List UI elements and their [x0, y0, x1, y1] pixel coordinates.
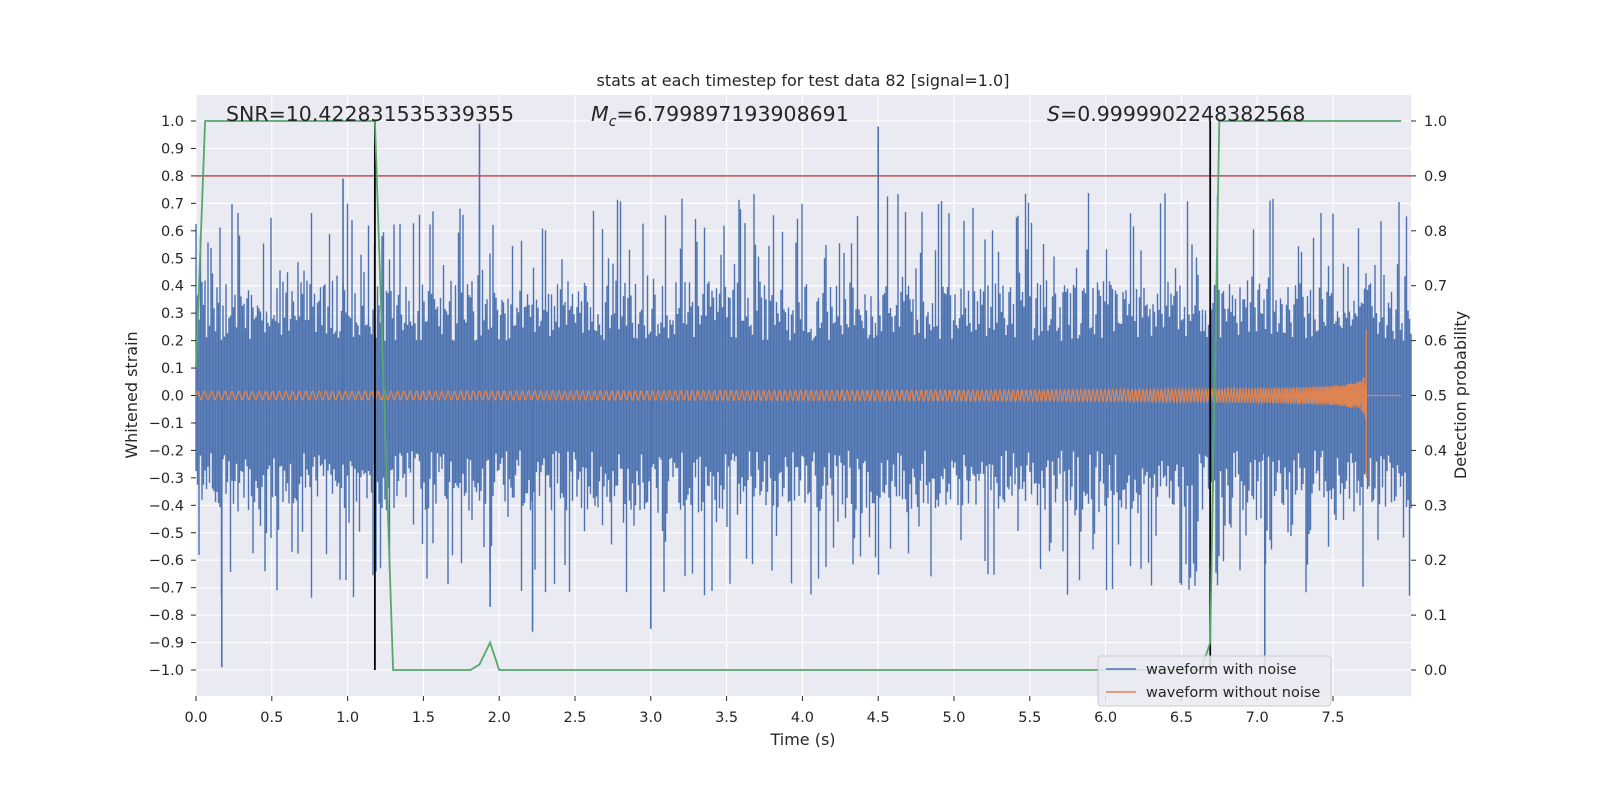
- y2-tick-label: 0.2: [1424, 553, 1447, 569]
- chirp-trace: [195, 329, 1401, 478]
- y-tick-label: −0.8: [149, 608, 184, 624]
- y-tick-label: −0.5: [149, 526, 184, 542]
- chart-title: stats at each timestep for test data 82 …: [597, 71, 1010, 90]
- y2-tick-label: 1.0: [1424, 114, 1447, 130]
- x-tick-label: 5.0: [942, 710, 965, 726]
- x-axis-label: Time (s): [769, 730, 835, 749]
- y-tick-label: −1.0: [149, 663, 184, 679]
- series-waveform-without-noise: [195, 329, 1401, 478]
- y-tick-label: 0.3: [161, 306, 184, 322]
- y-tick-label: 0.7: [161, 196, 184, 212]
- y-tick-label: 0.2: [161, 334, 184, 350]
- mc-value: =6.799897193908691: [616, 102, 848, 126]
- legend-label-clean: waveform without noise: [1146, 685, 1320, 701]
- x-tick-label: 6.0: [1094, 710, 1117, 726]
- series-detection-probability: [195, 120, 1402, 671]
- mc-subscript: c: [609, 114, 617, 130]
- x-tick-label: 0.5: [260, 710, 283, 726]
- x-tick-label: 3.5: [715, 710, 738, 726]
- chirp-mass-annotation: Mc=6.799897193908691: [591, 102, 849, 130]
- x-tick-label: 4.5: [867, 710, 890, 726]
- y-tick-label: 0.0: [161, 389, 184, 405]
- y2-axis-label: Detection probability: [1451, 311, 1470, 479]
- y2-tick-label: 0.0: [1424, 663, 1447, 679]
- y2-axis-ticks: 0.0 0.1 0.2 0.3 0.4 0.5 0.6 0.7 0.8 0.9 1.0: [1411, 114, 1447, 679]
- y2-tick-label: 0.9: [1424, 169, 1447, 185]
- y-tick-label: −0.3: [149, 471, 184, 487]
- probability-trace: [195, 120, 1402, 671]
- y-tick-label: 0.8: [161, 169, 184, 185]
- x-tick-label: 7.0: [1246, 710, 1269, 726]
- y2-tick-label: 0.5: [1424, 389, 1447, 405]
- y2-tick-label: 0.7: [1424, 279, 1447, 295]
- y-tick-label: 0.9: [161, 141, 184, 157]
- y-tick-label: −0.6: [149, 553, 184, 569]
- x-tick-label: 4.0: [791, 710, 814, 726]
- y2-tick-label: 0.4: [1424, 443, 1447, 459]
- y-axis-label: Whitened strain: [122, 331, 141, 458]
- y-tick-label: 1.0: [161, 114, 184, 130]
- s-symbol: S: [1047, 102, 1060, 126]
- mc-symbol: M: [591, 102, 609, 126]
- y2-tick-label: 0.3: [1424, 498, 1447, 514]
- y2-tick-label: 0.1: [1424, 608, 1447, 624]
- vertical-markers: [373, 121, 1212, 670]
- y-tick-label: −0.7: [149, 581, 184, 597]
- y-tick-label: −0.9: [149, 636, 184, 652]
- y-tick-label: −0.1: [149, 416, 184, 432]
- x-tick-label: 0.0: [184, 710, 207, 726]
- y-tick-label: −0.4: [149, 498, 184, 514]
- s-value: =0.9999902248382568: [1060, 102, 1305, 126]
- y-tick-label: 0.6: [161, 224, 184, 240]
- y-tick-label: 0.4: [161, 279, 184, 295]
- x-tick-label: 5.5: [1018, 710, 1041, 726]
- x-tick-label: 1.5: [412, 710, 435, 726]
- legend-label-noise: waveform with noise: [1146, 662, 1297, 678]
- y-tick-label: −0.2: [149, 443, 184, 459]
- y-tick-label: 0.1: [161, 361, 184, 377]
- x-tick-label: 2.5: [563, 710, 586, 726]
- x-tick-label: 3.0: [639, 710, 662, 726]
- y2-tick-label: 0.6: [1424, 334, 1447, 350]
- y-axis-ticks: −1.0 −0.9 −0.8 −0.7 −0.6 −0.5 −0.4 −0.3 −0.2 −0.1…: [149, 114, 196, 679]
- snr-annotation: SNR=10.422831535339355: [226, 102, 514, 126]
- y-tick-label: 0.5: [161, 251, 184, 267]
- x-tick-label: 7.5: [1321, 710, 1344, 726]
- x-tick-label: 6.5: [1170, 710, 1193, 726]
- x-axis-ticks: 0.0 0.5 1.0 1.5 2.0 2.5 3.0 3.5 4.0 4.5 5.0 5.5 6.0 6…: [184, 696, 1345, 726]
- x-tick-label: 1.0: [336, 710, 359, 726]
- significance-annotation: S=0.9999902248382568: [1047, 102, 1305, 126]
- y2-tick-label: 0.8: [1424, 224, 1447, 240]
- legend-box: [1097, 655, 1332, 707]
- x-tick-label: 2.0: [488, 710, 511, 726]
- legend: waveform with noise waveform without noi…: [1097, 655, 1332, 707]
